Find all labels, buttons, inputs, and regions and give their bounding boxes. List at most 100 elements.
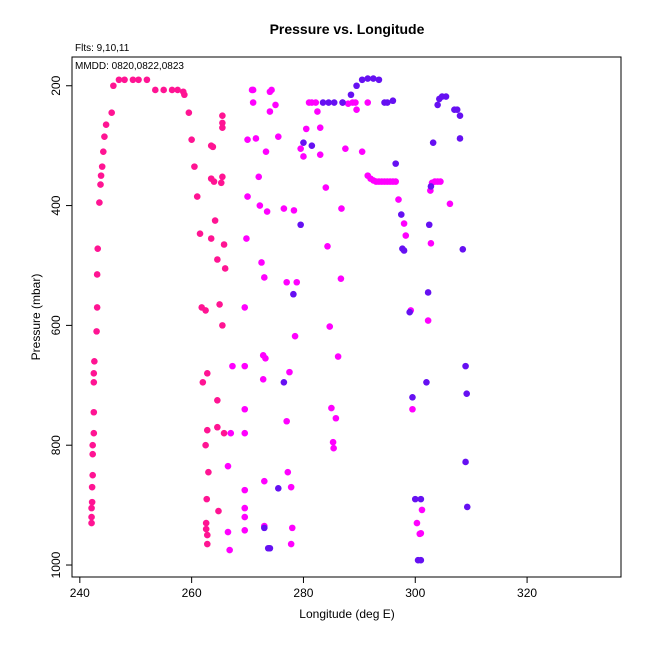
point xyxy=(287,540,295,548)
annotation: MMDD: 0820,0822,0823 xyxy=(75,61,184,72)
point xyxy=(427,240,435,247)
point xyxy=(337,275,345,282)
point xyxy=(196,230,204,238)
subtitle: Flts: 9,10,11 xyxy=(75,43,130,54)
point xyxy=(402,232,410,239)
point xyxy=(93,304,101,311)
point xyxy=(221,265,229,272)
point xyxy=(425,221,433,229)
point xyxy=(375,76,383,84)
point xyxy=(241,526,249,534)
point xyxy=(262,148,270,155)
point xyxy=(330,444,337,452)
point xyxy=(290,207,298,214)
x-tick-label: 260 xyxy=(182,586,202,600)
point xyxy=(300,139,307,146)
point xyxy=(88,504,95,512)
point xyxy=(214,423,221,431)
point xyxy=(413,519,421,527)
point xyxy=(249,86,257,94)
point xyxy=(174,86,181,94)
point xyxy=(227,429,235,437)
point xyxy=(338,205,345,212)
plot-frame xyxy=(71,56,622,578)
point xyxy=(203,370,211,377)
point xyxy=(453,106,461,114)
point xyxy=(352,99,359,106)
point xyxy=(93,328,100,335)
point xyxy=(280,378,288,386)
point xyxy=(308,142,316,149)
point xyxy=(297,221,304,229)
point xyxy=(241,304,249,311)
point xyxy=(214,396,221,404)
point xyxy=(207,235,215,242)
y-tick-label: 600 xyxy=(49,315,63,335)
point xyxy=(284,468,292,476)
point xyxy=(274,485,282,492)
point xyxy=(456,112,464,120)
point xyxy=(272,101,279,109)
point xyxy=(370,75,377,82)
point xyxy=(339,99,346,106)
point xyxy=(217,179,225,187)
point xyxy=(442,93,450,100)
point xyxy=(115,76,123,84)
point xyxy=(300,153,307,160)
point xyxy=(94,245,102,253)
point xyxy=(102,121,110,128)
point xyxy=(353,106,360,114)
point xyxy=(288,524,296,532)
point xyxy=(347,91,355,99)
point xyxy=(392,160,399,167)
point xyxy=(446,200,454,208)
point xyxy=(160,86,167,94)
point xyxy=(93,271,101,278)
point xyxy=(418,506,426,514)
point xyxy=(91,358,98,365)
point xyxy=(424,317,432,324)
point xyxy=(241,405,249,413)
point xyxy=(229,362,236,370)
point xyxy=(319,99,327,106)
point xyxy=(334,353,342,360)
point xyxy=(203,531,211,539)
point xyxy=(89,441,96,449)
point xyxy=(395,196,402,203)
x-tick-label: 300 xyxy=(405,586,425,600)
point xyxy=(88,483,96,491)
point xyxy=(224,528,232,536)
point xyxy=(330,99,338,106)
point xyxy=(219,124,226,131)
x-tick-label: 240 xyxy=(70,586,90,600)
point xyxy=(291,332,299,340)
point xyxy=(312,99,320,106)
point xyxy=(283,278,290,286)
point xyxy=(98,163,106,170)
point xyxy=(97,181,104,188)
point xyxy=(241,362,249,370)
point xyxy=(417,556,425,564)
point xyxy=(244,136,251,143)
point xyxy=(110,82,117,90)
point xyxy=(90,429,98,437)
point xyxy=(263,208,271,215)
point xyxy=(314,108,321,115)
point xyxy=(188,136,195,143)
point xyxy=(283,417,290,425)
point xyxy=(437,178,444,185)
point xyxy=(293,278,301,286)
point xyxy=(202,441,209,449)
point xyxy=(389,97,397,105)
point xyxy=(280,205,288,212)
point xyxy=(429,139,437,146)
point xyxy=(121,76,128,84)
point xyxy=(88,498,96,506)
point xyxy=(427,183,435,190)
point xyxy=(202,307,209,314)
point xyxy=(261,477,268,485)
point xyxy=(316,124,324,131)
point xyxy=(100,148,107,155)
point xyxy=(244,193,251,200)
point xyxy=(326,323,334,330)
